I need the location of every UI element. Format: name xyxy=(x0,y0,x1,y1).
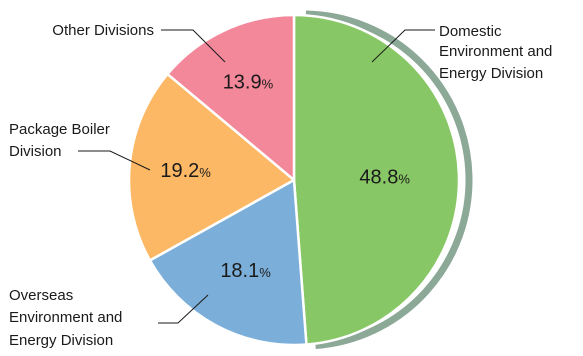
slice-category-label: Environment and xyxy=(439,43,552,60)
slice-category-label: Environment and xyxy=(9,309,122,326)
slice-percent-label: 13.9% xyxy=(223,71,274,93)
slice-category-label: Energy Division xyxy=(439,65,543,82)
leader-line xyxy=(161,29,226,63)
highlight-ring xyxy=(305,10,473,350)
slice-category-label: Division xyxy=(9,143,62,160)
pie-slice-2 xyxy=(148,178,308,347)
leader-line xyxy=(78,150,151,171)
pie-slice-4 xyxy=(166,13,296,182)
slice-percent-label: 19.2% xyxy=(160,160,211,182)
slice-category-label: Overseas xyxy=(9,287,73,304)
slice-category-label: Energy Division xyxy=(9,332,113,349)
pie-slice-3 xyxy=(127,72,296,262)
slice-category-label: Domestic xyxy=(439,23,502,40)
pie-slice-1 xyxy=(292,13,461,346)
leader-line xyxy=(371,29,435,63)
slice-percent-label: 48.8% xyxy=(359,167,410,189)
slice-category-label: Other Divisions xyxy=(52,22,154,39)
slice-category-label: Package Boiler xyxy=(9,121,110,138)
slice-percent-label: 18.1% xyxy=(220,260,271,282)
leader-line xyxy=(158,294,209,324)
